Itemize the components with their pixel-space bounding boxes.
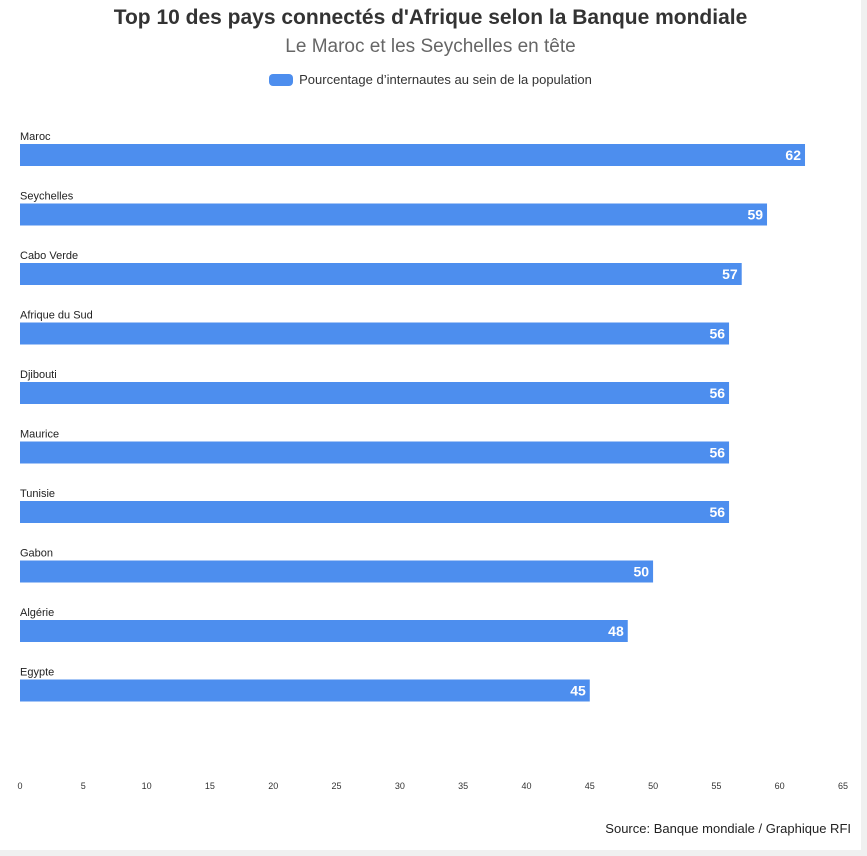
category-label: Egypte — [20, 667, 54, 679]
category-label: Djibouti — [20, 369, 57, 381]
bar[interactable] — [20, 501, 730, 523]
data-label: 59 — [747, 207, 763, 223]
category-label: Algérie — [20, 607, 54, 619]
data-label: 62 — [785, 147, 801, 163]
chart-subtitle: Le Maroc et les Seychelles en tête — [285, 36, 576, 57]
x-tick-label: 65 — [838, 781, 848, 791]
bar[interactable] — [20, 679, 590, 702]
x-tick-label: 35 — [458, 781, 468, 791]
category-label: Tunisie — [20, 488, 55, 500]
data-label: 56 — [709, 385, 725, 401]
legend-swatch — [269, 73, 294, 86]
bar[interactable] — [20, 441, 730, 464]
chart-title: Top 10 des pays connectés d'Afrique selo… — [113, 6, 748, 29]
data-label: 50 — [633, 564, 649, 580]
bar[interactable] — [20, 144, 806, 166]
category-label: Afrique du Sud — [20, 310, 93, 322]
bar[interactable] — [20, 560, 654, 583]
category-label: Seychelles — [20, 191, 74, 203]
source-credit: Source: Banque mondiale / Graphique RFI — [605, 821, 851, 836]
x-tick-label: 55 — [711, 781, 721, 791]
legend-label: Pourcentage d’internautes au sein de la … — [299, 72, 592, 87]
data-label: 57 — [722, 266, 738, 282]
data-label: 48 — [608, 623, 624, 639]
category-label: Maurice — [20, 429, 59, 441]
x-tick-label: 15 — [205, 781, 215, 791]
x-tick-label: 25 — [332, 781, 342, 791]
bar[interactable] — [20, 203, 768, 226]
x-tick-label: 5 — [81, 781, 86, 791]
x-tick-label: 30 — [395, 781, 405, 791]
legend[interactable]: Pourcentage d’internautes au sein de la … — [0, 72, 861, 87]
category-label: Maroc — [20, 131, 51, 143]
data-label: 56 — [709, 326, 725, 342]
x-tick-label: 20 — [268, 781, 278, 791]
x-tick-label: 0 — [17, 781, 22, 791]
bar[interactable] — [20, 263, 742, 285]
category-label: Cabo Verde — [20, 250, 78, 262]
bar[interactable] — [20, 382, 730, 404]
x-tick-label: 50 — [648, 781, 658, 791]
bar[interactable] — [20, 620, 628, 642]
x-tick-label: 45 — [585, 781, 595, 791]
data-label: 56 — [709, 445, 725, 461]
bar[interactable] — [20, 322, 730, 345]
category-label: Gabon — [20, 548, 53, 560]
x-tick-label: 10 — [142, 781, 152, 791]
data-label: 45 — [570, 683, 586, 699]
x-tick-label: 60 — [775, 781, 785, 791]
data-label: 56 — [709, 504, 725, 520]
x-tick-label: 40 — [521, 781, 531, 791]
